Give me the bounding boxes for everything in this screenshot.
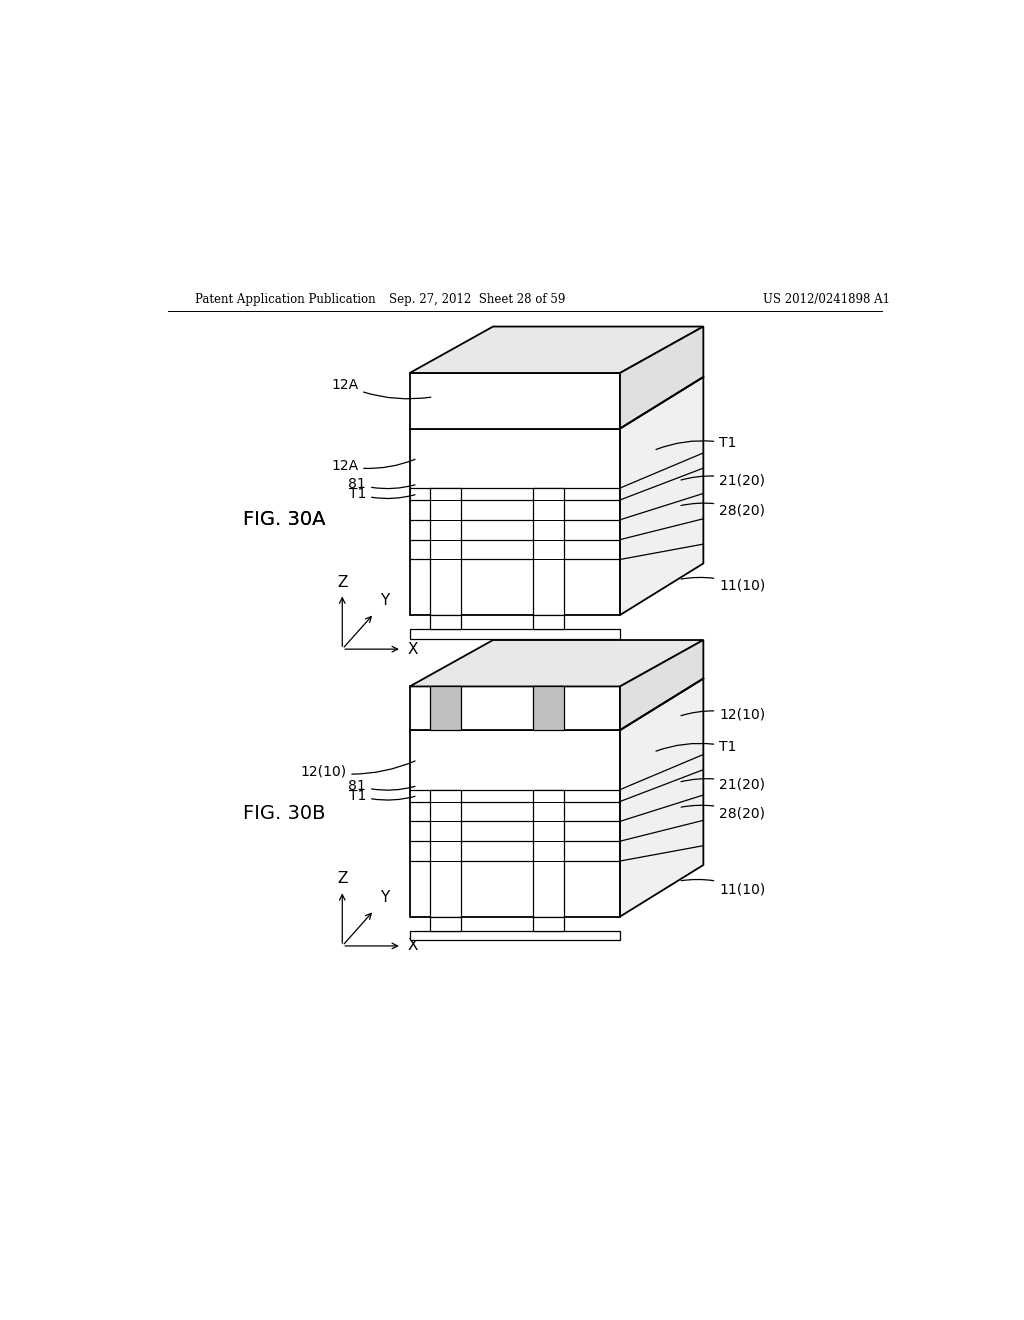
Polygon shape: [532, 686, 564, 730]
Polygon shape: [532, 789, 564, 916]
Text: T1: T1: [349, 487, 415, 502]
Text: Patent Application Publication: Patent Application Publication: [196, 293, 376, 306]
Text: 28(20): 28(20): [681, 805, 765, 820]
Polygon shape: [410, 686, 620, 730]
Polygon shape: [410, 326, 703, 374]
Polygon shape: [620, 378, 703, 615]
Text: Sep. 27, 2012  Sheet 28 of 59: Sep. 27, 2012 Sheet 28 of 59: [389, 293, 565, 306]
Polygon shape: [620, 678, 703, 916]
Polygon shape: [430, 615, 461, 630]
Text: 12A: 12A: [331, 378, 431, 399]
Text: 81: 81: [348, 477, 415, 491]
Text: 12A: 12A: [331, 459, 415, 473]
Polygon shape: [430, 789, 461, 916]
Polygon shape: [532, 916, 564, 931]
Text: Z: Z: [337, 871, 347, 887]
Text: US 2012/0241898 A1: US 2012/0241898 A1: [763, 293, 890, 306]
Text: T1: T1: [656, 739, 736, 754]
Text: 11(10): 11(10): [681, 879, 766, 896]
Text: 12(10): 12(10): [681, 708, 765, 722]
Text: 81: 81: [348, 779, 415, 792]
Text: Y: Y: [380, 890, 389, 904]
Polygon shape: [430, 488, 461, 615]
Text: X: X: [408, 939, 418, 953]
Polygon shape: [430, 916, 461, 931]
Text: Y: Y: [380, 593, 389, 609]
Polygon shape: [532, 615, 564, 630]
Text: X: X: [408, 642, 418, 656]
Text: FIG. 30B: FIG. 30B: [243, 804, 326, 822]
Text: 11(10): 11(10): [681, 577, 766, 593]
Polygon shape: [410, 374, 620, 429]
Polygon shape: [410, 931, 620, 940]
Polygon shape: [620, 640, 703, 730]
Polygon shape: [410, 730, 620, 916]
Text: Z: Z: [337, 574, 347, 590]
Polygon shape: [620, 326, 703, 429]
Text: 12(10): 12(10): [300, 760, 415, 779]
Polygon shape: [532, 488, 564, 615]
Text: 28(20): 28(20): [681, 503, 765, 517]
Polygon shape: [410, 630, 620, 639]
Text: T1: T1: [656, 437, 736, 450]
Polygon shape: [410, 429, 620, 615]
Text: 21(20): 21(20): [681, 474, 765, 488]
Text: T1: T1: [349, 788, 415, 803]
Polygon shape: [410, 640, 703, 686]
Text: 21(20): 21(20): [681, 777, 765, 792]
Text: FIG. 30A: FIG. 30A: [243, 511, 326, 529]
Polygon shape: [430, 686, 461, 730]
Text: FIG. 30A: FIG. 30A: [243, 511, 326, 529]
